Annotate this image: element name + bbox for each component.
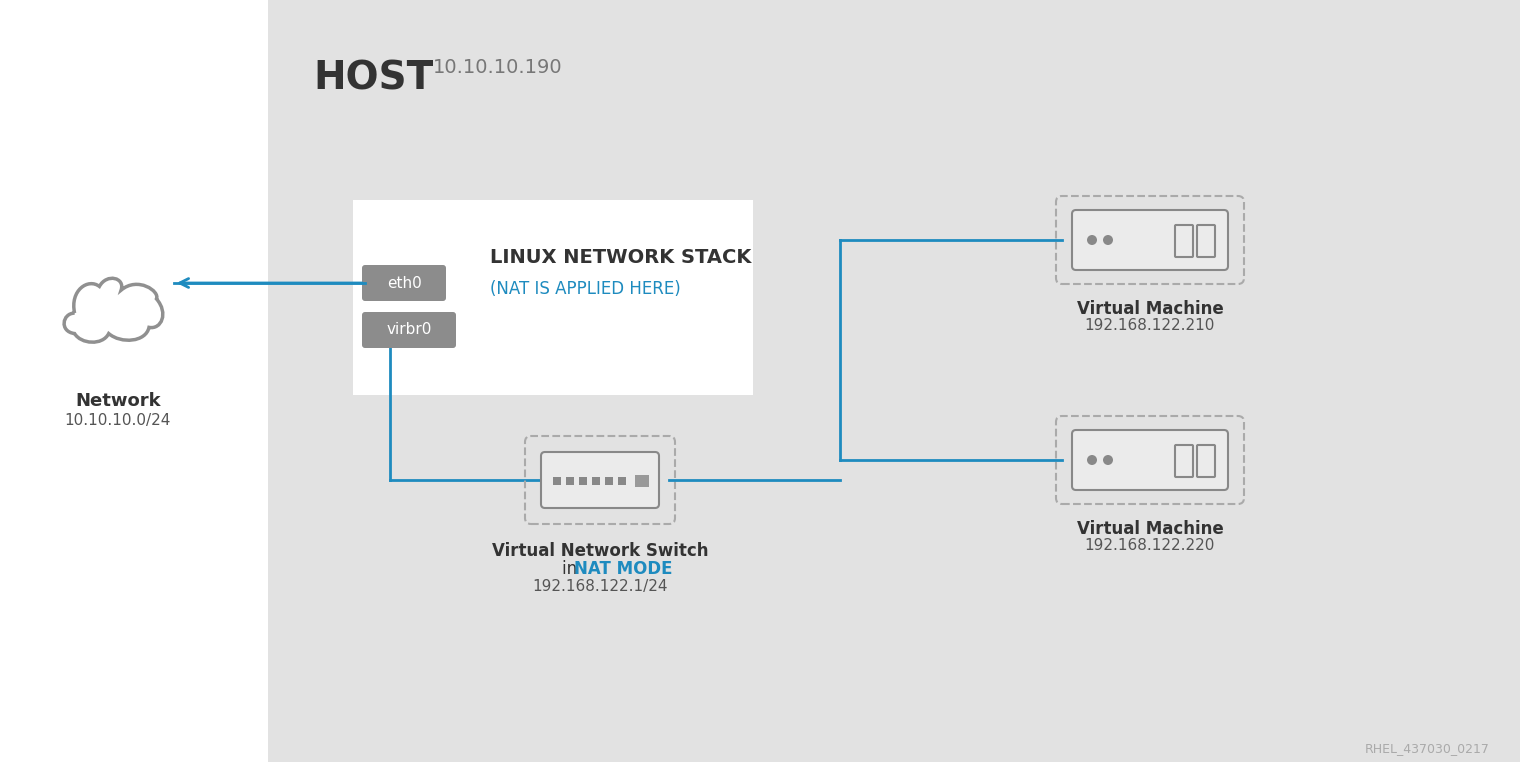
Text: Virtual Network Switch: Virtual Network Switch xyxy=(492,542,708,560)
Bar xyxy=(268,0,1520,762)
Text: virbr0: virbr0 xyxy=(386,322,432,338)
Bar xyxy=(0,0,268,762)
Text: Network: Network xyxy=(74,392,161,410)
FancyBboxPatch shape xyxy=(541,452,660,508)
Text: 192.168.122.220: 192.168.122.220 xyxy=(1085,538,1214,553)
Circle shape xyxy=(1087,235,1097,245)
FancyBboxPatch shape xyxy=(362,312,456,348)
Text: in: in xyxy=(562,560,582,578)
Bar xyxy=(565,477,575,485)
Text: NAT MODE: NAT MODE xyxy=(575,560,672,578)
FancyBboxPatch shape xyxy=(1072,430,1228,490)
Bar xyxy=(579,477,587,485)
FancyBboxPatch shape xyxy=(1072,210,1228,270)
Text: RHEL_437030_0217: RHEL_437030_0217 xyxy=(1365,742,1490,755)
Text: HOST: HOST xyxy=(313,60,433,98)
Bar xyxy=(553,477,561,485)
Bar xyxy=(591,477,600,485)
Text: 10.10.10.0/24: 10.10.10.0/24 xyxy=(65,413,172,428)
Text: 192.168.122.1/24: 192.168.122.1/24 xyxy=(532,579,667,594)
Circle shape xyxy=(1104,455,1113,465)
Bar xyxy=(619,477,626,485)
Circle shape xyxy=(1104,235,1113,245)
FancyBboxPatch shape xyxy=(362,265,445,301)
Text: LINUX NETWORK STACK: LINUX NETWORK STACK xyxy=(489,248,751,267)
Circle shape xyxy=(1087,455,1097,465)
Text: Virtual Machine: Virtual Machine xyxy=(1076,520,1224,538)
Text: (NAT IS APPLIED HERE): (NAT IS APPLIED HERE) xyxy=(489,280,681,298)
Text: 192.168.122.210: 192.168.122.210 xyxy=(1085,318,1214,333)
Text: Virtual Machine: Virtual Machine xyxy=(1076,300,1224,318)
Bar xyxy=(605,477,613,485)
Text: 10.10.10.190: 10.10.10.190 xyxy=(433,58,562,77)
Bar xyxy=(635,475,649,487)
Bar xyxy=(353,200,752,395)
Text: eth0: eth0 xyxy=(386,276,421,290)
